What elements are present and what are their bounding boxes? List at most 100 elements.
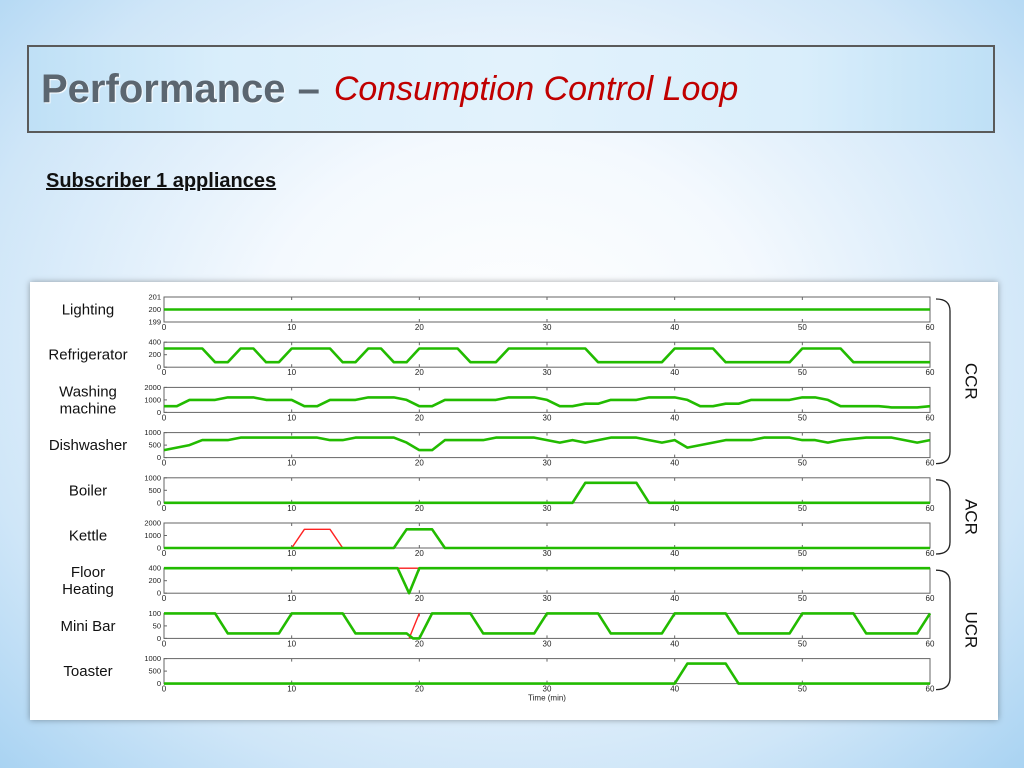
x-tick-label: 60: [926, 549, 935, 558]
series-line-on: [164, 528, 930, 550]
chart-panel: 0 10 20 30 40 50 60 199 200 201 Lighting 0 10 20 30 40 5…: [30, 282, 998, 720]
x-tick-label: 10: [287, 639, 296, 648]
y-tick-label: 0: [157, 408, 161, 417]
x-tick-label: 30: [543, 368, 552, 377]
panel-label: Lighting: [62, 302, 115, 319]
panel-label: Toaster: [63, 663, 112, 680]
y-tick-label: 1000: [144, 395, 161, 404]
x-tick-label: 20: [415, 413, 424, 422]
series-line-off: [291, 528, 344, 549]
x-tick-label: 30: [543, 413, 552, 422]
y-tick-label: 1000: [144, 531, 161, 540]
x-tick-label: 0: [162, 323, 167, 332]
x-tick-label: 30: [543, 639, 552, 648]
subheading: Subscriber 1 appliances: [46, 170, 277, 192]
x-tick-label: 30: [543, 549, 552, 558]
panel-label: machine: [60, 400, 117, 417]
x-tick-label: 20: [415, 368, 424, 377]
group-brace: [935, 479, 951, 555]
x-tick-label: 50: [798, 639, 807, 648]
x-tick-label: 40: [670, 549, 679, 558]
x-tick-label: 40: [670, 685, 679, 694]
panel-label: Boiler: [69, 482, 107, 499]
x-tick-label: 50: [798, 549, 807, 558]
panel-label: Heating: [62, 581, 114, 598]
x-tick-label: 0: [162, 504, 167, 513]
panel-frame: [163, 658, 931, 685]
x-tick-label: 40: [670, 413, 679, 422]
x-tick-label: 50: [798, 685, 807, 694]
x-tick-label: 30: [543, 459, 552, 468]
y-tick-label: 0: [157, 679, 161, 688]
x-tick-label: 40: [670, 459, 679, 468]
x-tick-label: 10: [287, 459, 296, 468]
panel-label: Washing: [59, 383, 117, 400]
x-tick-label: 10: [287, 413, 296, 422]
x-tick-label: 40: [670, 594, 679, 603]
y-tick-label: 0: [157, 498, 161, 507]
x-tick-label: 0: [162, 459, 167, 468]
x-tick-label: 60: [926, 323, 935, 332]
x-tick-label: 60: [926, 594, 935, 603]
x-tick-label: 0: [162, 549, 167, 558]
x-tick-label: 40: [670, 639, 679, 648]
x-tick-label: 30: [543, 685, 552, 694]
y-tick-label: 500: [148, 667, 161, 676]
y-tick-label: 500: [148, 486, 161, 495]
slide-title: Performance: [41, 66, 286, 111]
x-tick-label: 10: [287, 685, 296, 694]
x-tick-label: 60: [926, 685, 935, 694]
x-axis-label: Time (min): [528, 694, 566, 703]
y-tick-label: 500: [148, 441, 161, 450]
x-tick-label: 10: [287, 594, 296, 603]
y-tick-label: 1000: [144, 428, 161, 437]
y-tick-label: 50: [153, 621, 161, 630]
y-tick-label: 0: [157, 453, 161, 462]
x-tick-label: 40: [670, 323, 679, 332]
x-tick-label: 20: [415, 685, 424, 694]
y-tick-label: 200: [148, 305, 161, 314]
x-tick-label: 0: [162, 685, 167, 694]
series-line-on: [164, 396, 931, 409]
x-tick-label: 60: [926, 413, 935, 422]
y-tick-label: 0: [157, 634, 161, 643]
y-tick-label: 200: [148, 350, 161, 359]
x-tick-label: 20: [415, 323, 424, 332]
x-tick-label: 50: [798, 459, 807, 468]
y-tick-label: 0: [157, 544, 161, 553]
y-tick-label: 2000: [144, 383, 161, 392]
title-separator: –: [297, 66, 320, 111]
y-tick-label: 1000: [144, 473, 161, 482]
x-tick-label: 60: [926, 459, 935, 468]
y-tick-label: 200: [148, 576, 161, 585]
x-tick-label: 60: [926, 368, 935, 377]
group-label: CCR: [962, 363, 981, 400]
y-tick-label: 400: [148, 338, 161, 347]
y-tick-label: 199: [148, 318, 161, 327]
x-tick-label: 20: [415, 594, 424, 603]
series-line-on: [164, 612, 932, 640]
slide-subtitle: Consumption Control Loop: [333, 69, 739, 108]
x-tick-label: 20: [415, 549, 424, 558]
x-tick-label: 30: [543, 594, 552, 603]
x-tick-label: 10: [287, 323, 296, 332]
x-tick-label: 10: [287, 549, 296, 558]
x-tick-label: 40: [670, 368, 679, 377]
panel-frame: [163, 522, 931, 549]
series-line-on: [164, 662, 930, 685]
x-tick-label: 40: [670, 504, 679, 513]
x-tick-label: 50: [798, 368, 807, 377]
x-tick-label: 50: [798, 594, 807, 603]
panel-frame: [163, 477, 931, 504]
y-tick-label: 2000: [144, 519, 161, 528]
x-tick-label: 30: [543, 504, 552, 513]
x-tick-label: 60: [926, 504, 935, 513]
x-tick-label: 20: [415, 504, 424, 513]
x-tick-label: 20: [415, 459, 424, 468]
x-tick-label: 0: [162, 639, 167, 648]
x-tick-label: 60: [926, 639, 935, 648]
series-line-on: [164, 481, 930, 505]
y-tick-label: 201: [148, 293, 161, 302]
group-label: ACR: [962, 499, 981, 535]
